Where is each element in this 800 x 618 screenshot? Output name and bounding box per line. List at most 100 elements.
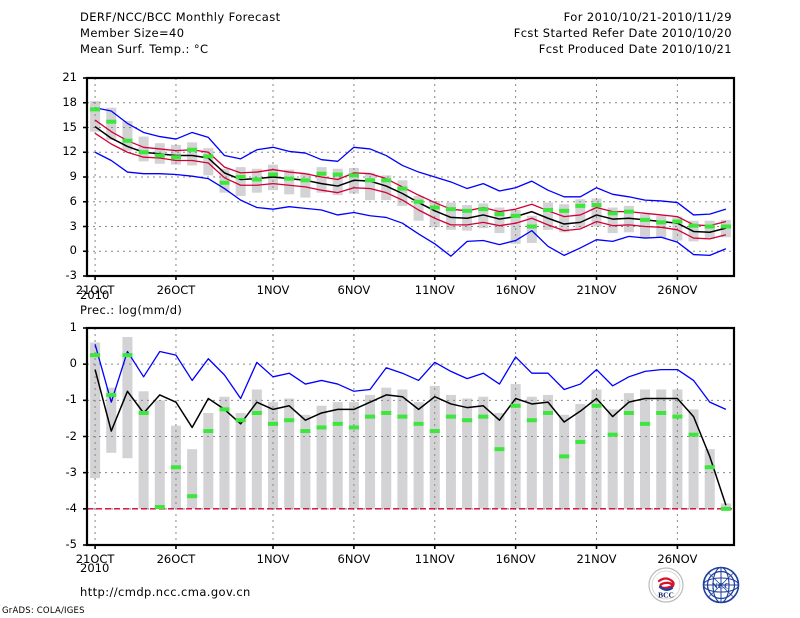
- precip-spread-bar: [381, 387, 392, 509]
- temp-series-lines: [94, 107, 727, 257]
- temp-line--th-pct-red-upper-: [94, 119, 727, 227]
- precip-line-ensemble-max-blue-: [94, 344, 727, 410]
- precip-panel-title: Prec.: log(mm/d): [80, 303, 183, 317]
- svg-text:BCC: BCC: [658, 591, 674, 600]
- precip-observed-tick: [413, 421, 424, 426]
- temp-plot-frame: [83, 76, 736, 280]
- precip-observed-tick: [138, 410, 149, 415]
- precip-spread-bar: [251, 389, 262, 509]
- precip-observed-tick: [526, 418, 537, 423]
- precip-observed-tick: [688, 432, 699, 437]
- svg-text:NCC: NCC: [712, 581, 730, 591]
- temp-xtick-label: 6NOV: [337, 283, 371, 297]
- temp-observed-tick: [219, 180, 230, 185]
- temp-xtick-label: 26OCT: [156, 283, 196, 297]
- temp-observed-tick: [203, 154, 214, 159]
- temp-xtick-label: 21NOV: [576, 283, 617, 297]
- precip-plot-frame: [83, 326, 736, 549]
- precip-xaxis-year: 2010: [80, 561, 110, 575]
- precip-observed-tick: [478, 414, 489, 419]
- temp-spread-bar: [170, 144, 181, 165]
- precip-xtick-label: 16NOV: [495, 552, 536, 566]
- temp-observed-tick: [397, 186, 408, 191]
- temp-observed-tick: [445, 207, 456, 212]
- temp-observed-tick: [365, 178, 376, 183]
- precip-spread-bar: [138, 391, 149, 509]
- precip-spread-bar: [154, 400, 165, 509]
- temp-xtick-label: 26NOV: [657, 283, 698, 297]
- precip-observed-tick: [332, 421, 343, 426]
- temp-xtick-label: 11NOV: [414, 283, 455, 297]
- temp-line--th-pct-red-lower-: [94, 132, 727, 240]
- precip-observed-tick: [656, 410, 667, 415]
- temp-gridlines: [87, 78, 734, 276]
- precip-observed-tick: [542, 410, 553, 415]
- precip-observed-tick: [219, 407, 230, 412]
- temp-observed-tick: [251, 177, 262, 182]
- temp-spread-bar: [219, 168, 230, 193]
- temp-observed-tick: [381, 178, 392, 183]
- temp-observed-tick: [720, 224, 731, 229]
- precip-spread-bar: [90, 342, 101, 479]
- precip-observed-tick: [300, 429, 311, 434]
- precip-observed-tick: [348, 425, 359, 430]
- temp-ytick-label: 3: [69, 218, 77, 233]
- precip-xtick-label: 21OCT: [75, 552, 115, 566]
- header-member-size: Member Size=40: [80, 26, 185, 40]
- precip-observed-tick: [429, 429, 440, 434]
- precip-spread-bar: [575, 403, 586, 509]
- precip-ytick-label: 1: [69, 320, 77, 334]
- precip-ytick-label: -2: [65, 428, 77, 443]
- precip-observed-tick: [154, 505, 165, 510]
- header-produced-date: Fcst Produced Date 2010/10/21: [538, 42, 732, 56]
- precip-spread-bar: [122, 337, 133, 459]
- temp-observed-tick: [268, 172, 279, 177]
- precip-spread-bar: [365, 394, 376, 509]
- temp-observed-tick: [462, 208, 473, 213]
- precip-observed-tick: [365, 414, 376, 419]
- header-title: DERF/NCC/BCC Monthly Forecast: [80, 10, 281, 24]
- precip-observed-tick: [316, 425, 327, 430]
- precip-observed-tick: [187, 494, 198, 499]
- temp-ytick-label: 0: [69, 243, 77, 258]
- precip-xtick-label: 11NOV: [414, 552, 455, 566]
- header-temp-unit: Mean Surf. Temp.: °C: [80, 42, 209, 56]
- precip-xtick-label: 1NOV: [256, 552, 290, 566]
- temp-spread-bars: [90, 101, 731, 244]
- precip-spread-bar: [607, 409, 618, 509]
- precip-observed-tick: [623, 410, 634, 415]
- precip-spread-bar: [478, 396, 489, 509]
- precip-ytick-label: -1: [65, 392, 77, 407]
- temp-observed-tick: [413, 199, 424, 204]
- footer-credit: GrADS: COLA/IGES: [2, 606, 85, 616]
- temp-ytick-label: 18: [62, 94, 77, 109]
- temp-spread-bar: [478, 203, 489, 229]
- precip-spread-bar: [462, 398, 473, 509]
- precip-spread-bar: [397, 389, 408, 509]
- temp-observed-tick: [90, 107, 101, 112]
- temp-observed-tick: [235, 175, 246, 179]
- precip-observed-tick: [559, 454, 570, 459]
- precip-spread-bar: [704, 449, 715, 509]
- temp-ytick-label: 9: [69, 169, 77, 183]
- ncc-logo-icon: NCC: [702, 566, 740, 604]
- agency-logos: BCC NCC: [645, 566, 750, 604]
- precip-spread-bar: [623, 393, 634, 509]
- temp-spread-bar: [235, 167, 246, 196]
- precip-ytick-label: -5: [65, 537, 77, 551]
- temp-observed-tick: [559, 208, 570, 213]
- precip-observed-tick: [445, 414, 456, 419]
- precip-spread-bar: [429, 385, 440, 509]
- temp-spread-bar: [429, 200, 440, 228]
- temp-spread-bar: [623, 205, 634, 233]
- temp-ytick-label: 6: [69, 193, 77, 208]
- footer-url[interactable]: http://cmdp.ncc.cma.gov.cn: [80, 585, 251, 599]
- precip-series-lines: [94, 344, 727, 506]
- precip-xtick-label: 26OCT: [156, 552, 196, 566]
- temp-observed-tick: [688, 223, 699, 228]
- temp-xtick-label: 16NOV: [495, 283, 536, 297]
- temp-spread-bar: [591, 198, 602, 227]
- temp-observed-tick: [542, 208, 553, 212]
